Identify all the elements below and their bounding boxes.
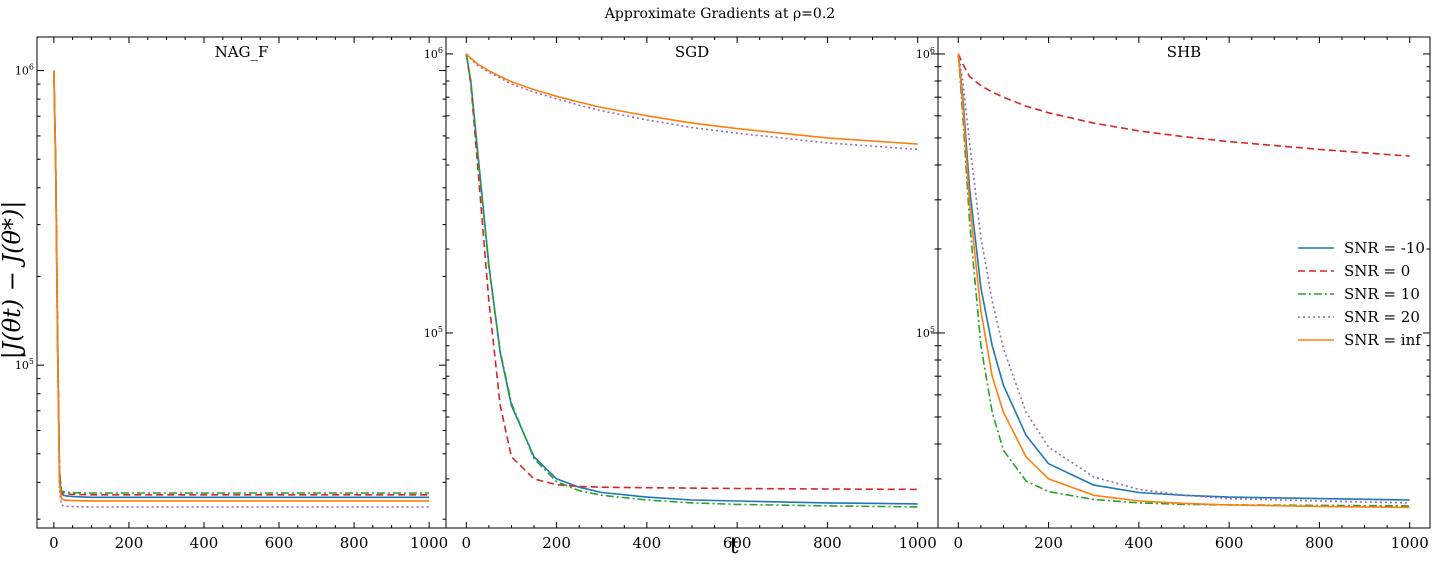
legend-label: SNR = -10 — [1344, 239, 1425, 257]
legend-item: SNR = 0 — [1298, 262, 1410, 280]
legend-label: SNR = 20 — [1344, 308, 1420, 326]
x-tick-label: 600 — [265, 534, 294, 552]
series-line — [465, 53, 918, 505]
legend-label: SNR = inf — [1344, 331, 1422, 349]
x-tick-label: 200 — [115, 534, 144, 552]
x-tick-label: 400 — [190, 534, 219, 552]
legend-label: SNR = 0 — [1344, 262, 1410, 280]
series-line — [957, 53, 1410, 501]
legend-item: SNR = inf — [1298, 331, 1422, 349]
series-line — [53, 70, 430, 508]
x-tick-label: 800 — [1305, 534, 1334, 552]
series-line — [465, 53, 918, 508]
legend: SNR = -10 SNR = 0 SNR = 10 SNR = 20 SNR = in… — [1298, 239, 1425, 349]
x-tick-label: 400 — [633, 534, 662, 552]
x-tick-label: 200 — [542, 534, 571, 552]
plot-frame — [937, 36, 1431, 529]
panel-title: NAG_F — [215, 43, 269, 61]
series-line — [53, 70, 430, 494]
x-tick-label: 400 — [1125, 534, 1154, 552]
panel-shb: SHB 0 200 400 600 800 1000 105 106 — [916, 36, 1431, 552]
series-line — [53, 70, 430, 502]
plot-frame — [36, 36, 447, 529]
x-axis-label: t — [730, 534, 739, 559]
panel-nag_f: NAG_F 0 200 400 600 800 1000 105 106 — [15, 36, 448, 552]
x-tick-label: 1000 — [899, 534, 937, 552]
panel-title: SGD — [675, 43, 709, 61]
series-line — [53, 70, 430, 496]
x-tick-label: 1000 — [410, 534, 448, 552]
series-line — [957, 53, 1410, 157]
legend-item: SNR = -10 — [1298, 239, 1425, 257]
x-tick-label: 800 — [813, 534, 842, 552]
panels: NAG_F 0 200 400 600 800 1000 105 106 SGD 0 200 400 60… — [15, 36, 1431, 552]
panel-title: SHB — [1167, 43, 1201, 61]
y-tick-label: 106 — [424, 46, 443, 61]
x-tick-label: 600 — [723, 534, 752, 552]
series-line — [957, 53, 1410, 504]
panel-sgd: SGD 0 200 400 600 800 1000 105 106 — [424, 36, 939, 552]
series-line — [957, 53, 1410, 509]
x-tick-label: 200 — [1034, 534, 1063, 552]
x-tick-label: 0 — [954, 534, 964, 552]
y-tick-label: 105 — [916, 325, 935, 340]
legend-item: SNR = 10 — [1298, 285, 1420, 303]
y-axis-label: |J(θt) − J(θ*)| — [0, 201, 27, 360]
series-line — [465, 53, 918, 491]
legend-item: SNR = 20 — [1298, 308, 1420, 326]
y-tick-label: 106 — [916, 46, 935, 61]
series-line — [53, 70, 430, 499]
x-tick-label: 0 — [49, 534, 59, 552]
x-tick-label: 600 — [1215, 534, 1244, 552]
y-tick-label: 105 — [424, 325, 443, 340]
x-tick-label: 0 — [462, 534, 472, 552]
y-tick-label: 105 — [15, 357, 34, 372]
plot-frame — [445, 36, 939, 529]
series-line — [465, 53, 918, 145]
y-tick-label: 106 — [15, 63, 34, 78]
x-tick-label: 1000 — [1391, 534, 1429, 552]
figure-title: Approximate Gradients at ρ=0.2 — [604, 6, 835, 22]
x-tick-label: 800 — [340, 534, 369, 552]
series-line — [465, 53, 918, 151]
legend-label: SNR = 10 — [1344, 285, 1420, 303]
series-line — [957, 53, 1410, 507]
